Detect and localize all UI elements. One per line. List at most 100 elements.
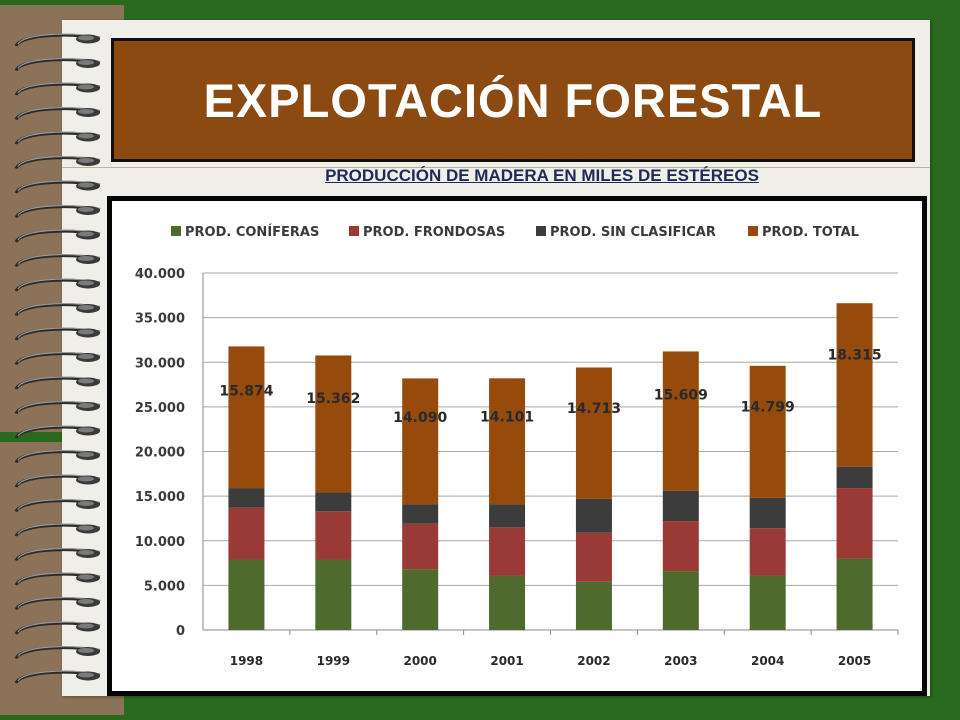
spiral-hole-shine: [78, 648, 94, 653]
spiral-hole-shine: [78, 158, 94, 163]
bar-segment: [662, 490, 699, 522]
bar-segment: [315, 559, 352, 630]
spiral-hole-shine: [78, 133, 94, 139]
data-label: 15.874: [219, 383, 273, 399]
bar-segment: [836, 303, 873, 467]
spiral-hole-shine: [78, 305, 94, 310]
bar-segment: [749, 528, 786, 576]
bar-segment: [575, 367, 612, 499]
bar-segment: [228, 507, 265, 560]
bar-segment: [228, 559, 265, 630]
y-tick-label: 25.000: [135, 401, 185, 416]
bar-segment: [402, 378, 439, 505]
bar-segment: [662, 521, 699, 572]
spiral-hole-shine: [78, 60, 94, 65]
bar-segment: [228, 488, 265, 508]
spiral-hole-shine: [78, 574, 94, 580]
legend-label: PROD. FRONDOSAS: [363, 225, 505, 240]
spiral-hole-shine: [78, 182, 94, 188]
x-tick-label: 2005: [838, 654, 871, 668]
y-tick-label: 35.000: [135, 312, 185, 327]
y-tick-label: 40.000: [135, 267, 185, 282]
spiral-hole-shine: [78, 672, 94, 678]
title-banner: EXPLOTACIÓN FORESTAL: [111, 38, 915, 162]
bar-segment: [749, 497, 786, 529]
bar-segment: [575, 581, 612, 630]
bar-segment: [836, 558, 873, 630]
data-label: 15.609: [654, 388, 708, 404]
x-tick-label: 1998: [230, 654, 263, 668]
y-tick-label: 10.000: [135, 535, 185, 550]
bar-segment: [489, 575, 526, 630]
bar-segment: [489, 378, 526, 505]
legend-swatch: [171, 226, 181, 236]
bar-segment: [315, 511, 352, 560]
chart-frame: PROD. CONÍFERAS PROD. FRONDOSAS PROD. SIN …: [107, 196, 927, 696]
bar-segment: [575, 532, 612, 582]
spiral-hole-shine: [78, 378, 94, 384]
bar-segment: [836, 488, 873, 559]
spiral-hole-shine: [78, 623, 94, 629]
stacked-bar-chart: PROD. CONÍFERAS PROD. FRONDOSAS PROD. SIN …: [135, 224, 899, 668]
bar-segment: [489, 527, 526, 576]
data-label: 18.315: [828, 348, 882, 364]
spiral-hole-shine: [78, 354, 94, 359]
data-label: 14.090: [393, 410, 447, 426]
bar-segment: [489, 504, 526, 528]
bar-segment: [749, 575, 786, 630]
page-ruled-line: [62, 167, 930, 168]
bar-segment: [749, 365, 786, 498]
chart-subtitle: PRODUCCIÓN DE MADERA EN MILES DE ESTÉREO…: [325, 166, 759, 185]
spiral-hole-shine: [78, 525, 94, 531]
bar-segment: [315, 492, 352, 512]
spiral-hole-shine: [78, 403, 94, 408]
data-label: 15.362: [306, 391, 360, 407]
y-tick-label: 0: [176, 624, 185, 639]
notebook-cover-notch: [0, 432, 62, 442]
x-tick-label: 2002: [577, 654, 610, 668]
bar-segment: [402, 504, 439, 524]
y-tick-label: 5.000: [144, 579, 185, 594]
bar-segment: [402, 569, 439, 630]
x-tick-label: 2000: [403, 654, 436, 668]
spiral-hole-shine: [78, 427, 94, 433]
bar-segment: [662, 571, 699, 630]
slide-title: EXPLOTACIÓN FORESTAL: [203, 73, 823, 127]
bar-segment: [836, 466, 873, 489]
y-tick-label: 15.000: [135, 490, 185, 505]
spiral-hole-shine: [78, 231, 94, 237]
legend-label: PROD. TOTAL: [762, 225, 859, 240]
bar-segment: [575, 498, 612, 533]
spiral-hole-shine: [78, 329, 94, 335]
spiral-hole-shine: [78, 207, 94, 212]
legend-label: PROD. SIN CLASIFICAR: [550, 225, 716, 240]
bar-segment: [228, 346, 265, 489]
y-tick-label: 30.000: [135, 356, 185, 371]
data-label: 14.713: [567, 401, 621, 417]
y-tick-label: 20.000: [135, 446, 185, 461]
legend-swatch: [748, 226, 758, 236]
x-tick-label: 2004: [751, 654, 784, 668]
spiral-hole-shine: [78, 476, 94, 482]
spiral-hole-shine: [78, 501, 94, 506]
legend-swatch: [536, 226, 546, 236]
legend-label: PROD. CONÍFERAS: [185, 224, 319, 240]
spiral-hole-shine: [78, 452, 94, 457]
spiral-hole-shine: [78, 280, 94, 286]
spiral-hole-shine: [78, 109, 94, 114]
spiral-hole-shine: [78, 35, 94, 41]
x-tick-label: 2001: [490, 654, 523, 668]
bar-segment: [662, 351, 699, 491]
spiral-hole-shine: [78, 550, 94, 555]
bar-segment: [315, 355, 352, 493]
spiral-hole-shine: [78, 599, 94, 604]
spiral-hole-shine: [78, 84, 94, 90]
data-label: 14.799: [741, 399, 795, 415]
x-tick-label: 2003: [664, 654, 697, 668]
spiral-hole-shine: [78, 256, 94, 261]
legend-swatch: [349, 226, 359, 236]
spiral-binding: [14, 33, 101, 684]
x-tick-label: 1999: [317, 654, 350, 668]
data-label: 14.101: [480, 410, 534, 426]
bar-segment: [402, 523, 439, 570]
